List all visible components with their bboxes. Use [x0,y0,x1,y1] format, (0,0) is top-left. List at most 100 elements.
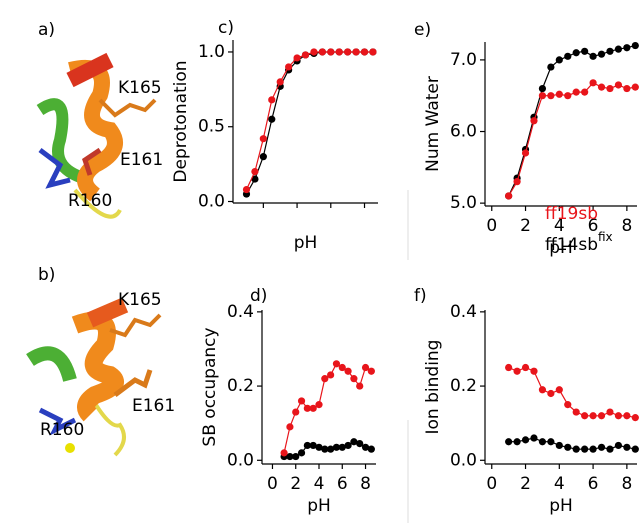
ribbon [75,321,115,416]
data-point [556,442,563,449]
data-point [327,48,334,55]
data-point [361,48,368,55]
legend-name: ff14sb [545,235,598,255]
x-tick-label: 0 [267,474,278,494]
x-axis-label: pH [549,496,573,516]
data-point [243,186,250,193]
x-tick-label: 2 [520,216,531,236]
y-tick-label: 1.0 [198,42,225,62]
x-tick-label: 0 [486,216,497,236]
data-point [336,48,343,55]
series-line [247,52,373,190]
data-point [539,85,546,92]
data-point [623,85,630,92]
data-point [522,364,529,371]
x-tick-label: 8 [621,216,632,236]
panel-label: f) [414,286,427,306]
x-tick-label: 6 [337,474,348,494]
y-axis-label: Num Water [423,76,443,172]
series-line [509,368,636,418]
data-point [310,48,317,55]
data-point [598,412,605,419]
data-point [632,414,639,421]
data-point [302,51,309,58]
data-point [352,48,359,55]
data-point [606,446,613,453]
data-point [547,63,554,70]
panel-label: b) [38,265,55,285]
data-point [539,92,546,99]
data-point [564,444,571,451]
legend-superscript: fix [598,230,613,244]
x-tick-label: 8 [360,474,371,494]
data-point [268,116,275,123]
legend-entry: ff19sb [545,204,598,224]
y-tick-label: 0.5 [198,117,225,137]
data-point [564,53,571,60]
data-point [319,48,326,55]
y-tick-label: 0.2 [450,376,477,396]
data-point [505,192,512,199]
data-point [615,412,622,419]
y-axis-label: Deprotonation [171,60,191,182]
data-point [539,386,546,393]
y-tick-label: 5.0 [450,193,477,213]
residue-label: K165 [118,78,162,98]
data-point [623,44,630,51]
data-point [581,48,588,55]
y-tick-label: 0.0 [227,450,254,470]
panel-label: e) [414,20,431,40]
data-point [606,48,613,55]
data-point [539,438,546,445]
data-point [251,168,258,175]
data-point [277,78,284,85]
data-point [530,434,537,441]
data-point [513,368,520,375]
data-point [268,96,275,103]
data-point [344,368,351,375]
data-point [292,408,299,415]
ribbon [30,353,70,380]
data-point [573,89,580,96]
data-point [344,48,351,55]
data-point [556,91,563,98]
x-tick-label: 0 [486,474,497,494]
data-point [556,386,563,393]
data-point [615,81,622,88]
series-line [247,52,373,194]
series-line [509,46,636,196]
data-point [606,408,613,415]
data-point [547,438,554,445]
sidechain [110,315,160,335]
x-tick-label: 2 [290,474,301,494]
data-point [547,390,554,397]
data-point [589,412,596,419]
data-point [260,135,267,142]
y-tick-label: 0.0 [450,450,477,470]
data-point [581,446,588,453]
panel-label: c) [218,18,234,38]
residue-label: K165 [118,290,162,310]
data-point [281,449,288,456]
data-point [286,423,293,430]
data-point [606,85,613,92]
data-point [598,51,605,58]
residue-label: R160 [40,420,84,440]
y-tick-label: 0.0 [198,192,225,212]
x-tick-label: 2 [520,474,531,494]
data-point [581,89,588,96]
data-point [598,84,605,91]
y-tick-label: 6.0 [450,122,477,142]
data-point [530,368,537,375]
data-point [615,442,622,449]
x-axis-label: pH [307,496,331,516]
data-point [573,408,580,415]
data-point [293,54,300,61]
data-point [298,449,305,456]
ion [65,443,75,453]
residue-label: E161 [120,150,163,170]
figure: a) K165 E161 R160 b) K165 E161 R160 c)0.… [0,0,642,523]
data-point [589,53,596,60]
data-point [368,446,375,453]
data-point [564,401,571,408]
